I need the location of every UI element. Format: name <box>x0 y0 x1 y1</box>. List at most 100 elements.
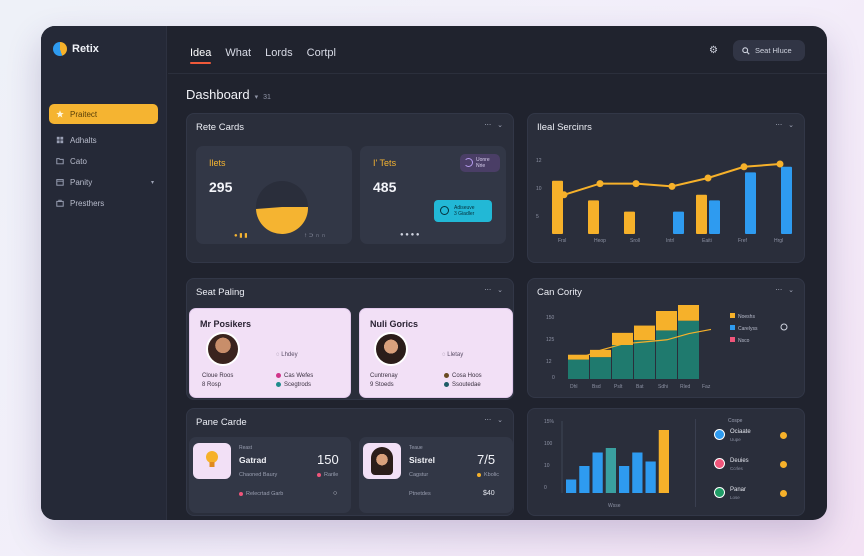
bar <box>605 448 616 493</box>
pane-card[interactable]: Teaue Sistrel 7/5 Cagstur Kbolic Ptnetde… <box>359 437 513 513</box>
action-badge[interactable]: Adiseuve 3 Giadler <box>434 200 492 222</box>
app-name: Retix <box>72 43 99 55</box>
sidebar-item-panity[interactable]: Panity ▾ <box>49 172 158 192</box>
bottom-chart-panel: 15% 100 10 0 Wsse Cospe Ociaate Uupe Deuies Ccr… <box>527 408 805 516</box>
logo-icon <box>53 42 67 56</box>
panel-title: Rete Cards <box>196 122 245 133</box>
status-dot <box>276 382 281 387</box>
page-title: Dashboard <box>186 87 250 102</box>
y-tick-label: 125 <box>546 337 555 343</box>
panel-actions[interactable]: ⋯ ⌄ <box>484 122 505 129</box>
trend-point <box>632 180 640 188</box>
badge-line: Uonre <box>476 157 490 163</box>
y-tick-label: 0 <box>552 375 555 381</box>
circle-icon[interactable]: ○ <box>333 490 338 497</box>
sidebar-item-presthers[interactable]: Presthers <box>49 193 158 213</box>
bar <box>612 345 633 379</box>
legend-label: Carelyss <box>738 326 758 332</box>
person-card[interactable]: Nuli Gorics ◌ Lletay Cuntrenay 9 Stoeds … <box>359 308 513 398</box>
sidebar-item-label: Cato <box>70 156 87 166</box>
legend-label: Noeshs <box>738 314 755 320</box>
x-tick-label: Fref <box>738 238 748 244</box>
meta-text: Scegtrods <box>284 382 312 389</box>
avatar <box>374 332 408 366</box>
meta-text: Cosa Hoos <box>452 373 482 380</box>
rete-cards-panel: Rete Cards ⋯ ⌄ Ilets 295 ↑ ⊃ ∩ ∩ ● ▮ ▮ I… <box>186 113 514 263</box>
stat-label: Ilets <box>209 158 226 168</box>
pane-label: Teaue <box>409 445 423 451</box>
panel-title: Seat Paling <box>196 287 245 298</box>
x-tick-label: Sdhi <box>658 384 668 390</box>
settings-icon[interactable]: ⚙ <box>709 45 718 56</box>
stat-card-itets[interactable]: I' Tets 485 Uonre Nrie Adiseuve 3 Giadle… <box>360 146 506 244</box>
stat-card-ilets[interactable]: Ilets 295 ↑ ⊃ ∩ ∩ ● ▮ ▮ <box>196 146 352 244</box>
tab-lords[interactable]: Lords <box>265 47 293 59</box>
y-tick-label: 15% <box>544 419 555 425</box>
x-tick-label: Pslt <box>614 384 623 390</box>
x-tick-label: Intrl <box>666 238 674 244</box>
bar <box>619 466 630 493</box>
indicator-icons: ● ▮ ▮ <box>234 233 248 239</box>
top-bar: Idea What Lords Cortpl ⚙ Seat Hluce <box>168 26 827 74</box>
status-dot <box>477 472 481 477</box>
legend-swatch <box>730 325 735 330</box>
bar-segment <box>634 325 655 341</box>
can-cority-panel: Can Cority ⋯ ⌄ 150 125 12 0 Dhl Bsd Pslt Bat Sdh… <box>527 278 805 398</box>
bar <box>632 452 643 493</box>
search-icon <box>742 46 750 55</box>
folder-icon <box>56 158 64 165</box>
y-tick-label: 12 <box>536 158 542 164</box>
sidebar-item-label: Presthers <box>70 198 105 208</box>
meta-text: Ssoutedae <box>452 382 481 389</box>
member-name: Ociaate <box>730 429 751 435</box>
person-meta: Cas Wefes <box>276 373 313 379</box>
panel-actions[interactable]: ⋯ ⌄ <box>775 287 796 294</box>
divider <box>695 419 696 507</box>
brand[interactable]: Retix <box>53 42 99 56</box>
bar <box>568 359 589 379</box>
status-dot <box>444 382 449 387</box>
sidebar-item-praitect[interactable]: Praitect <box>49 104 158 124</box>
chevron-down-icon[interactable]: ▾ <box>150 179 154 186</box>
panel-actions[interactable]: ⋯ ⌄ <box>484 417 505 424</box>
bar-segment <box>612 332 633 345</box>
tab-idea[interactable]: Idea <box>190 47 212 64</box>
top-tabs: Idea What Lords Cortpl <box>190 47 336 64</box>
progress-ring-icon <box>464 158 473 167</box>
x-tick-label: Rled <box>680 384 691 390</box>
can-cority-chart: 150 125 12 0 Dhl Bsd Pslt Bat Sdhi Rled Faz Noeshs C… <box>546 305 788 390</box>
sidebar-item-label: Panity <box>70 177 93 187</box>
pane-card[interactable]: Reast Gatrad 150 Chaoned Baury Rarile Re… <box>189 437 351 513</box>
status-dot <box>780 432 787 439</box>
search-button[interactable]: Seat Hluce <box>733 40 805 61</box>
x-tick-label: Sroll <box>630 238 640 244</box>
lightbulb-tile <box>193 443 231 479</box>
panel-actions[interactable]: ⋯ ⌄ <box>484 287 505 294</box>
person-card[interactable]: Mr Posikers ◌ Lhdey Cloue Roos 8 Rosp Ca… <box>189 308 351 398</box>
bar <box>634 340 655 379</box>
tab-cortpl[interactable]: Cortpl <box>306 47 336 59</box>
sidebar-item-adhalts[interactable]: Adhalts <box>49 130 158 150</box>
toggle-icon <box>780 323 788 331</box>
bar <box>673 211 684 234</box>
legend-swatch <box>730 313 735 318</box>
person-meta: 8 Rosp <box>202 382 222 388</box>
bar-segment <box>678 305 699 321</box>
team-member[interactable]: Panar Lose <box>714 485 798 505</box>
bar <box>645 461 656 493</box>
member-name: Panar <box>730 487 747 493</box>
team-member[interactable]: Deuies Ccrles <box>714 456 798 476</box>
team-member[interactable]: Ociaate Uupe <box>714 427 798 447</box>
bar <box>658 430 669 493</box>
sidebar-item-cato[interactable]: Cato <box>49 151 158 171</box>
person-meta: Cosa Hoos <box>444 373 482 379</box>
status-badge[interactable]: Uonre Nrie <box>460 154 500 172</box>
page-title-caret[interactable]: ▾ <box>254 94 259 101</box>
pane-carde-panel: Pane Carde ⋯ ⌄ Reast Gatrad 150 Chaoned … <box>186 408 514 516</box>
tab-what[interactable]: What <box>225 47 252 59</box>
panel-title: Can Cority <box>537 287 582 298</box>
person-name: Mr Posikers <box>200 319 252 329</box>
panel-title: Ileal Sercinrs <box>537 122 592 133</box>
panel-actions[interactable]: ⋯ ⌄ <box>775 122 796 129</box>
member-role: Uupe <box>730 437 741 442</box>
